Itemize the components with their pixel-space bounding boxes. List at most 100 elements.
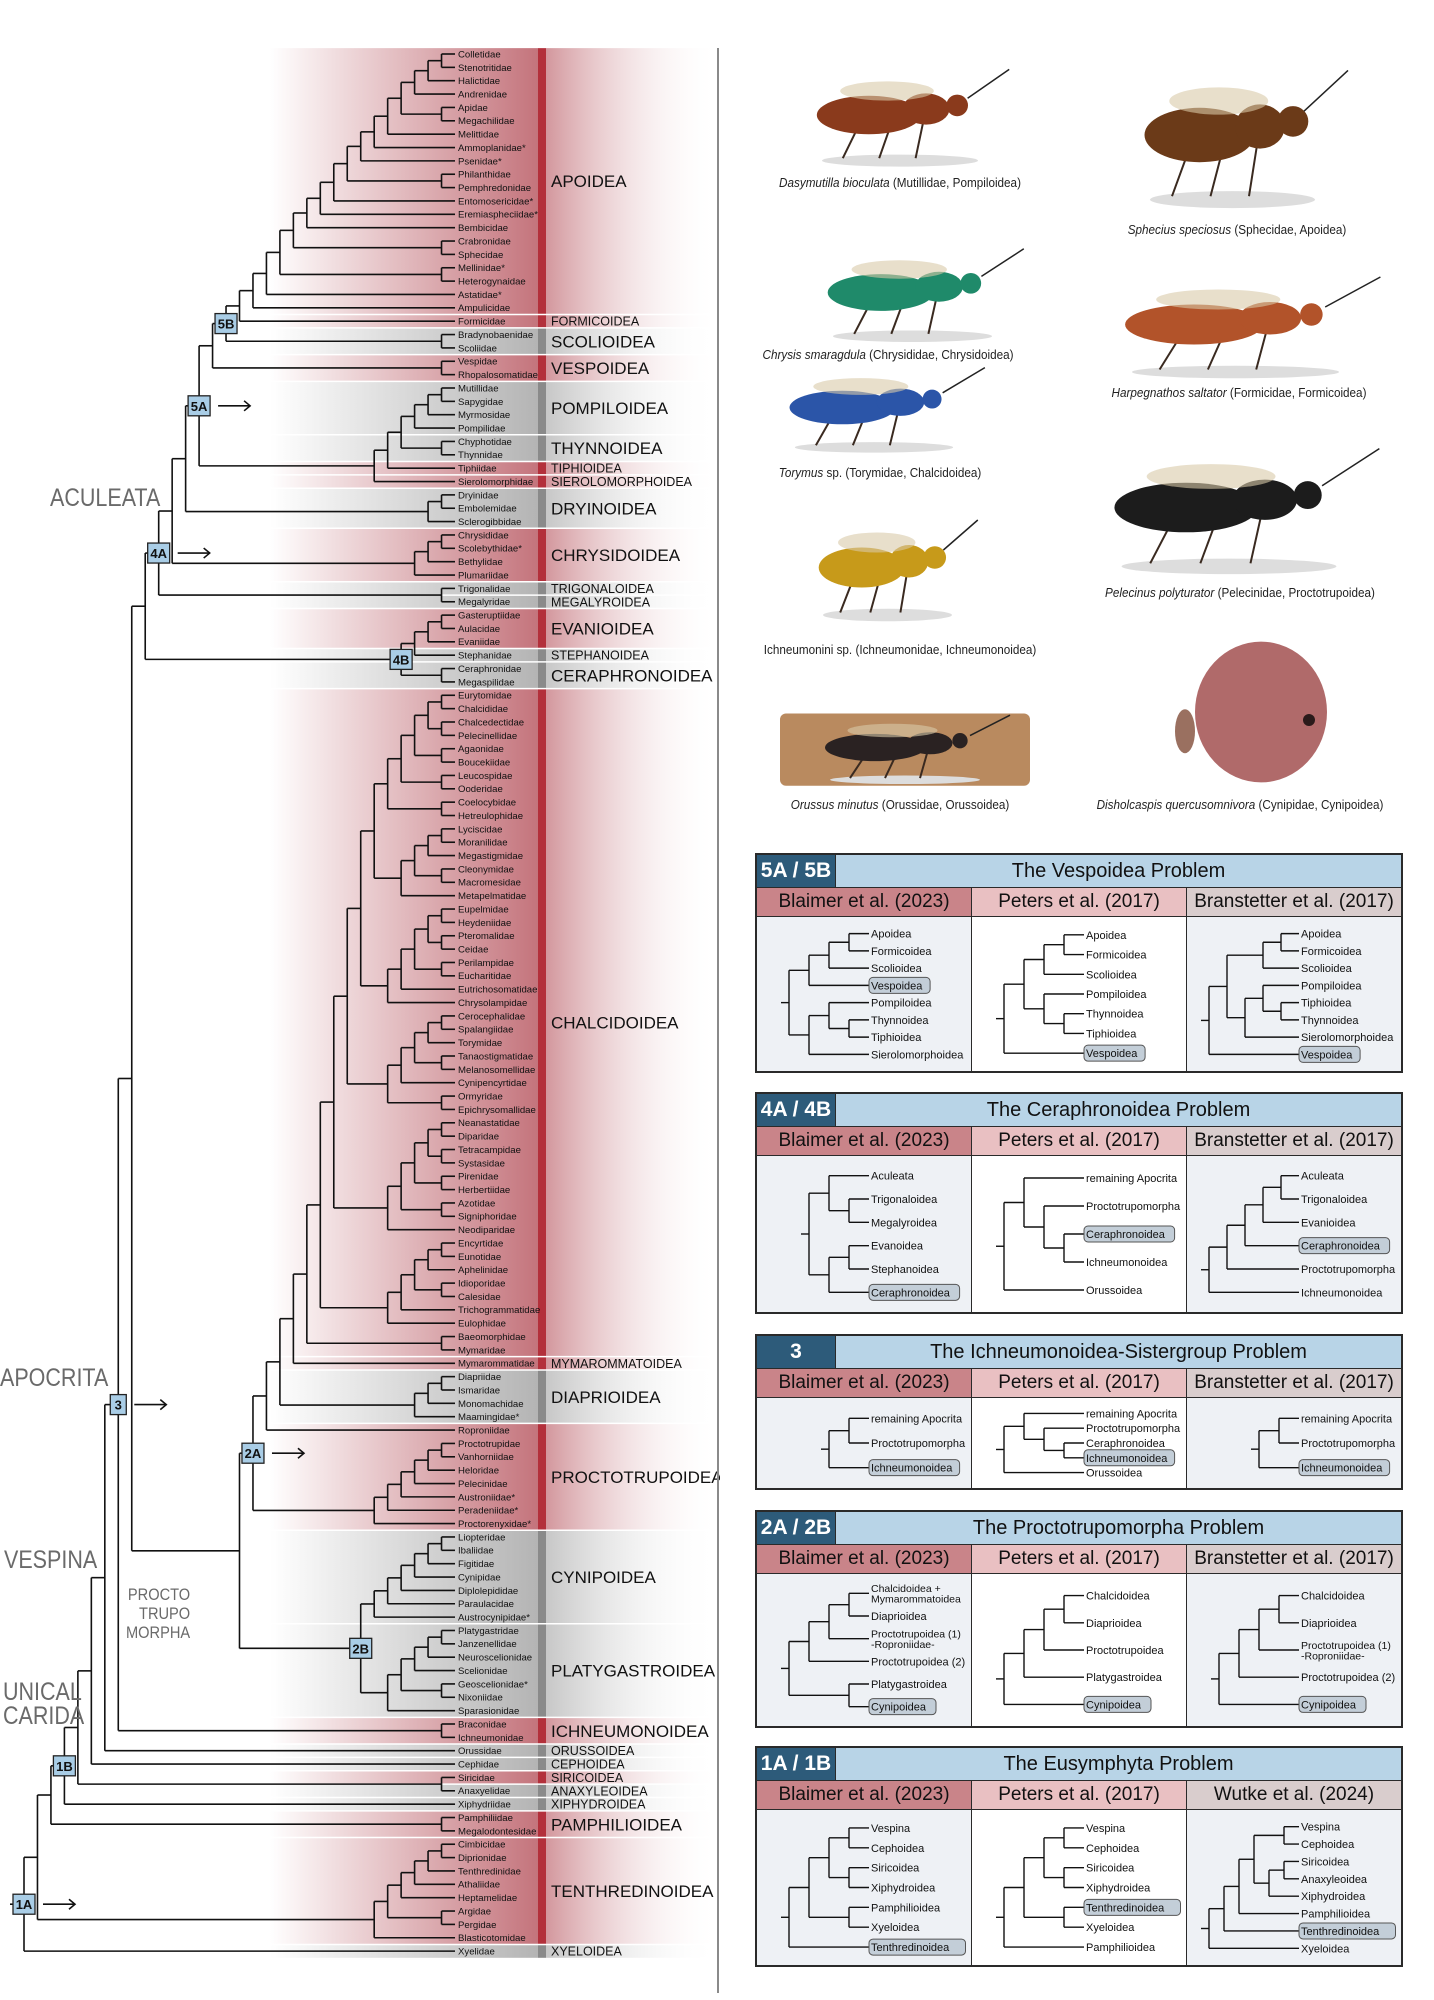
clade-label-unicalcarida: UNICAL CARIDA: [3, 1678, 85, 1730]
node-label: 1B: [56, 1759, 73, 1774]
taxon-label: Ceraphronidae: [458, 664, 521, 675]
label-line: Aculeata: [871, 1171, 915, 1183]
taxon-label: Megalodontesidae: [458, 1826, 536, 1837]
node-marker-4b: 4B: [389, 648, 413, 671]
photo-caption: Sphecius speciosus (Sphecidae, Apoidea): [1128, 222, 1347, 237]
mini-tree-tip-label: Proctotrupomorpha: [1086, 1423, 1181, 1435]
study-header-row: Blaimer et al. (2023) Peters et al. (2017…: [757, 1545, 1401, 1574]
taxon-label: Chrysididae: [458, 530, 509, 541]
node-marker-1a: 1A: [12, 1893, 77, 1915]
highlight-box: [868, 1459, 961, 1477]
band-bar: [538, 1717, 546, 1745]
head: [922, 389, 942, 409]
label-line: Thynnoidea: [1301, 1015, 1359, 1027]
mini-tree-branches: [801, 1174, 869, 1294]
mini-tree-tip-label: Ceraphronoidea: [871, 1287, 951, 1299]
species-name: Dasymutilla bioculata: [779, 175, 890, 190]
taxon-label: Lyciscidae: [458, 824, 502, 835]
mini-tree: Chalcidoidea + Mymarommatoidea Diaprioidea…: [757, 1574, 972, 1726]
label-line: Xiphydroidea: [1086, 1883, 1151, 1895]
species-name: Chrysis smaragdula: [762, 347, 866, 362]
mini-tree-tip-label: Ceraphronoidea: [1086, 1229, 1166, 1241]
panel-title: The Eusymphyta Problem: [836, 1748, 1401, 1780]
panel-title: The Vespoidea Problem: [836, 855, 1401, 887]
mini-tree-tip-label: Tiphioidea: [1301, 998, 1352, 1010]
species-name: Sphecius speciosus: [1127, 222, 1232, 237]
label-line: Xyeloidea: [1301, 1943, 1350, 1955]
label-line: Vespoidea: [871, 980, 923, 992]
highlight-box: [1083, 1898, 1181, 1916]
band-fade: [546, 648, 720, 662]
band-bar: [538, 1423, 546, 1531]
taxon-label: Blasticotomidae: [458, 1933, 526, 1944]
taxon-label: Systasidae: [458, 1158, 505, 1169]
superfamily-label: DRYINOIDEA: [551, 499, 657, 518]
mini-tree-tip-label: Xiphydroidea: [1301, 1891, 1366, 1903]
specimen-photo: [1114, 447, 1380, 575]
band-shade: [270, 1623, 538, 1718]
taxon-label: Cynipidae: [458, 1572, 501, 1583]
leg: [899, 573, 908, 613]
mini-tree-tip-label: Scolioidea: [1086, 969, 1138, 981]
taxon-label: Tiphiidae: [458, 464, 497, 475]
band-bar: [538, 1757, 546, 1771]
label-line: Formicoidea: [1086, 950, 1147, 962]
band-bar: [538, 1784, 546, 1798]
node-marker-4a: 4A: [147, 542, 211, 564]
taxon-label: Platygastridae: [458, 1626, 519, 1637]
mini-tree-tip-label: Ichneumonoidea: [1086, 1453, 1168, 1465]
taxon-label: Chrysolampidae: [458, 998, 527, 1009]
taxon-label: Perilampidae: [458, 958, 514, 969]
taxon-label: Eucharitidae: [458, 971, 511, 982]
taxon-label: Sparasionidae: [458, 1706, 519, 1717]
mini-tree-tip-label: Megalyroidea: [871, 1217, 938, 1229]
band-fade: [546, 1423, 720, 1531]
study-header-row: Blaimer et al. (2023) Peters et al. (2017…: [757, 1127, 1401, 1156]
thorax: [915, 271, 963, 302]
node-label: 2B: [352, 1641, 369, 1656]
label-line: Xiphydroidea: [1301, 1891, 1366, 1903]
node-marker-2b: 2B: [349, 1637, 373, 1659]
mini-tree-tip-label: Stephanoidea: [871, 1264, 940, 1276]
label-line: Chalcidoidea: [1086, 1591, 1150, 1603]
label-line: Ichneumonoidea: [1086, 1257, 1168, 1269]
label-line: Pamphilioidea: [871, 1902, 941, 1914]
shadow: [833, 330, 992, 342]
band-fade: [546, 461, 720, 475]
taxon-label: Stenotritidae: [458, 63, 512, 74]
study-trees-row: Apoidea Formicoidea Scolioidea Vespoidea Pom…: [757, 917, 1401, 1071]
photo-caption: Dasymutilla bioculata (Mutillidae, Pompi…: [779, 175, 1021, 190]
band-bar: [538, 461, 546, 475]
label-line: Siricoidea: [1086, 1863, 1135, 1875]
taxon-label: Vespidae: [458, 357, 497, 368]
band-bar: [538, 314, 546, 328]
label-line: -Roproniidae-: [1301, 1650, 1365, 1662]
label-line: Formicoidea: [871, 946, 932, 958]
highlight-box: [1298, 1237, 1391, 1255]
label-line: Ceraphronoidea: [1086, 1438, 1166, 1450]
mini-tree-tip-label: Siricoidea: [1301, 1856, 1350, 1868]
taxon-label: Evaniidae: [458, 637, 500, 648]
label-line: Siricoidea: [1301, 1856, 1350, 1868]
group-band-apoidea: APOIDEA: [270, 46, 720, 315]
problem-panel: 3 The Ichneumonoidea-Sistergroup Problem B…: [755, 1334, 1403, 1490]
highlight-box: [1083, 1044, 1146, 1062]
label-line: Proctotrupoidea (2): [1301, 1672, 1395, 1684]
mini-tree-tip-label: Vespina: [871, 1823, 911, 1835]
taxon-label: Peradeniidae*: [458, 1506, 519, 1517]
abdomen: [1114, 482, 1258, 533]
mini-tree-branches: [781, 1592, 869, 1708]
panel-node-code: 2A / 2B: [757, 1512, 836, 1544]
mini-tree-tip-label: Proctotrupomorpha: [1086, 1201, 1181, 1213]
panel-node-code: 5A / 5B: [757, 855, 836, 887]
mini-tree-tip-label: Proctotrupomorpha: [871, 1438, 966, 1450]
group-band-chrysidoidea: CHRYSIDOIDEA: [270, 527, 720, 582]
highlight-box: [1298, 1922, 1396, 1940]
antenna: [967, 68, 1010, 99]
mini-tree-tip-label: Pamphilioidea: [1086, 1942, 1156, 1954]
mini-tree-branches: [1251, 1417, 1299, 1469]
taxon-label: Coelocybidae: [458, 798, 516, 809]
mini-tree-tip-label: Ichneumonoidea: [871, 1463, 953, 1475]
mini-tree-branches: [996, 1412, 1084, 1474]
node-markers: 5B 5A 4A 4B 3 2A 2B 1B 1A: [12, 312, 413, 1915]
